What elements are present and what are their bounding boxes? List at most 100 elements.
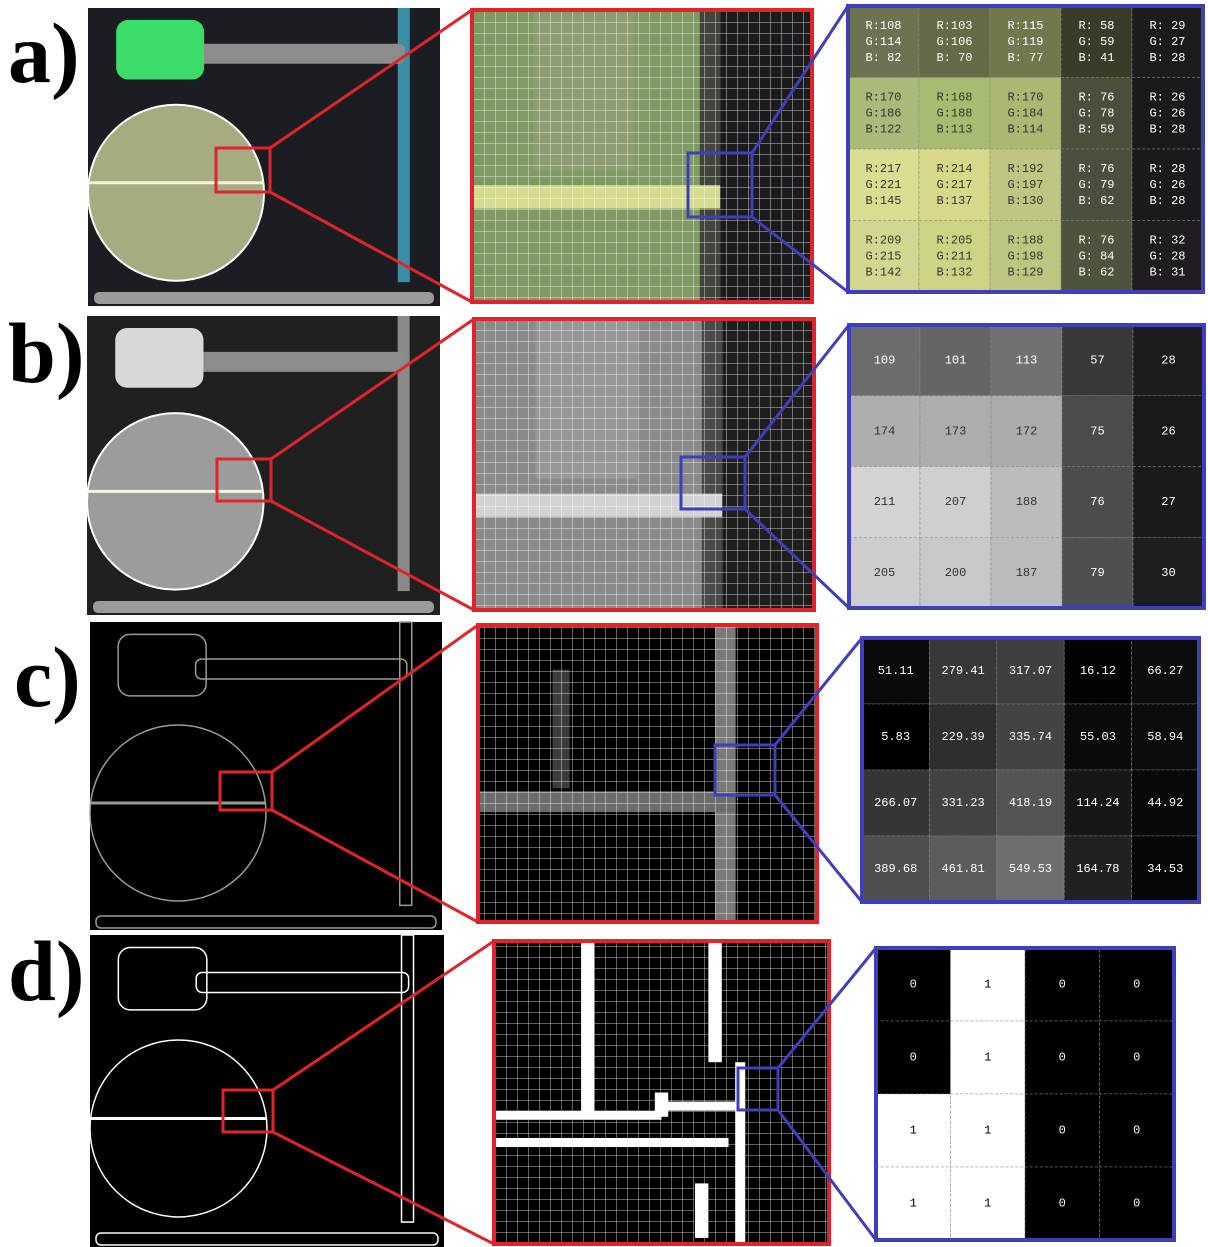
cell-value: R: 28 [1149, 162, 1185, 176]
cell-value: 335.74 [1009, 730, 1052, 744]
cell-value: G:221 [865, 178, 901, 192]
cell-value: R: 76 [1078, 162, 1114, 176]
cell-value: B: 28 [1149, 194, 1185, 208]
cell-value: G:197 [1007, 178, 1043, 192]
cell-value: 0 [1059, 1051, 1066, 1065]
clamp-arm [194, 44, 405, 64]
cell-value: B: 82 [865, 51, 901, 65]
cell-value: R:170 [865, 90, 901, 104]
cell-value: 164.78 [1076, 862, 1119, 876]
cell-value: G: 28 [1149, 249, 1185, 263]
cell-value: B: 28 [1149, 51, 1185, 65]
cell-value: R: 32 [1149, 233, 1185, 247]
photo-background [90, 622, 442, 930]
cell-value: 389.68 [874, 862, 917, 876]
cell-value: R:108 [865, 19, 901, 33]
cell-value: 114.24 [1076, 796, 1119, 810]
cell-value: R:192 [1007, 162, 1043, 176]
cell-value: G: 78 [1078, 106, 1114, 120]
cell-value: 113 [1016, 354, 1038, 368]
cell-value: B: 41 [1078, 51, 1114, 65]
cell-value: 174 [874, 424, 896, 438]
cell-value: 30 [1161, 566, 1175, 580]
cell-value: 418.19 [1009, 796, 1052, 810]
cell-value: G: 26 [1149, 178, 1185, 192]
cell-value: 205 [874, 566, 896, 580]
cell-value: 549.53 [1009, 862, 1052, 876]
photo [90, 622, 442, 930]
cell-value: R:214 [936, 162, 972, 176]
cell-value: G:211 [936, 249, 972, 263]
cell-value: G: 84 [1078, 249, 1114, 263]
cell-value: 0 [910, 1051, 917, 1065]
cell-value: B: 31 [1149, 265, 1185, 279]
cell-value: 0 [1059, 1124, 1066, 1138]
zoom-grid [478, 625, 817, 922]
cell-value: B: 70 [936, 51, 972, 65]
cell-value: 58.94 [1147, 730, 1183, 744]
figure: a) b) c) d) R:108G:114B: 82R:103G:106B: … [0, 0, 1208, 1247]
cell-value: 317.07 [1009, 664, 1052, 678]
cell-value: 0 [1133, 1124, 1140, 1138]
cell-value: R: 76 [1078, 233, 1114, 247]
cell-value: B:122 [865, 122, 901, 136]
cell-value: 34.53 [1147, 862, 1183, 876]
cell-value: R:170 [1007, 90, 1043, 104]
cell-value: R: 26 [1149, 90, 1185, 104]
cell-value: R:168 [936, 90, 972, 104]
panel-label: b) [8, 305, 84, 401]
stand-base [94, 292, 434, 304]
cell-value: 1 [984, 1197, 991, 1211]
zoom-grid [474, 319, 814, 610]
zoom-grid [472, 10, 812, 302]
panel-label: c) [14, 629, 81, 725]
cell-value: 279.41 [941, 664, 984, 678]
photo [90, 935, 444, 1247]
cell-value: R:217 [865, 162, 901, 176]
cell-value: G:119 [1007, 35, 1043, 49]
cell-value: 1 [910, 1197, 917, 1211]
cell-value: B:113 [936, 122, 972, 136]
photo [87, 316, 440, 615]
cell-value: G:184 [1007, 106, 1043, 120]
cell-value: B:142 [865, 265, 901, 279]
cell-value: 200 [945, 566, 967, 580]
cell-value: 1 [910, 1124, 917, 1138]
cell-value: 0 [910, 978, 917, 992]
clamp-head [115, 328, 203, 388]
cell-value: 57 [1090, 354, 1104, 368]
cell-value: G: 79 [1078, 178, 1114, 192]
stand-base [93, 601, 434, 613]
cell-value: 5.83 [881, 730, 910, 744]
cell-value: 0 [1133, 1197, 1140, 1211]
cell-value: 76 [1090, 495, 1104, 509]
cell-value: G:217 [936, 178, 972, 192]
cell-value: B:132 [936, 265, 972, 279]
cell-value: B: 28 [1149, 122, 1185, 136]
cell-value: R:188 [1007, 233, 1043, 247]
cell-value: R:205 [936, 233, 972, 247]
cell-value: G: 27 [1149, 35, 1185, 49]
cell-value: 75 [1090, 424, 1104, 438]
cell-value: 207 [945, 495, 967, 509]
zoom-view [474, 319, 814, 610]
cell-value: B: 62 [1078, 194, 1114, 208]
cell-value: 0 [1059, 978, 1066, 992]
cell-value: 109 [874, 354, 896, 368]
cell-value: R:115 [1007, 19, 1043, 33]
cell-value: 16.12 [1080, 664, 1116, 678]
cell-value: 79 [1090, 566, 1104, 580]
cell-value: G:106 [936, 35, 972, 49]
cell-value: 1 [984, 978, 991, 992]
cell-value: G: 26 [1149, 106, 1185, 120]
cell-value: 66.27 [1147, 664, 1183, 678]
cell-value: 188 [1016, 495, 1038, 509]
cell-value: R: 58 [1078, 19, 1114, 33]
cell-value: R:103 [936, 19, 972, 33]
cell-value: 55.03 [1080, 730, 1116, 744]
cell-value: 26 [1161, 424, 1175, 438]
cell-value: 211 [874, 495, 896, 509]
cell-value: 331.23 [941, 796, 984, 810]
